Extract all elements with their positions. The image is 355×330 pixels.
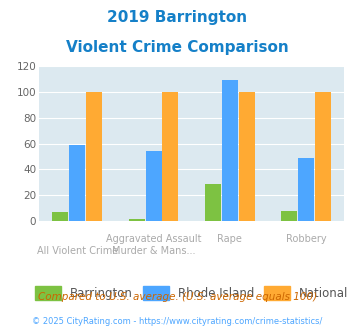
Bar — [69, 145, 85, 221]
Bar — [315, 92, 331, 221]
Bar — [53, 212, 69, 221]
Bar — [162, 92, 178, 221]
Bar — [86, 92, 102, 221]
Text: © 2025 CityRating.com - https://www.cityrating.com/crime-statistics/: © 2025 CityRating.com - https://www.city… — [32, 317, 323, 326]
Bar — [282, 211, 297, 221]
Text: Aggravated Assault: Aggravated Assault — [106, 234, 201, 244]
Bar — [146, 151, 162, 221]
Bar — [298, 158, 314, 221]
Text: Compared to U.S. average. (U.S. average equals 100): Compared to U.S. average. (U.S. average … — [38, 292, 317, 302]
Text: Violent Crime Comparison: Violent Crime Comparison — [66, 40, 289, 54]
Bar — [129, 218, 145, 221]
Bar — [239, 92, 255, 221]
Legend: Barrington, Rhode Island, National: Barrington, Rhode Island, National — [35, 286, 349, 300]
Text: All Violent Crime: All Violent Crime — [37, 246, 118, 256]
Bar — [222, 80, 238, 221]
Text: Robbery: Robbery — [286, 234, 327, 244]
Text: Rape: Rape — [217, 234, 242, 244]
Bar — [205, 183, 221, 221]
Text: Murder & Mans...: Murder & Mans... — [112, 246, 195, 256]
Text: 2019 Barrington: 2019 Barrington — [108, 10, 247, 25]
